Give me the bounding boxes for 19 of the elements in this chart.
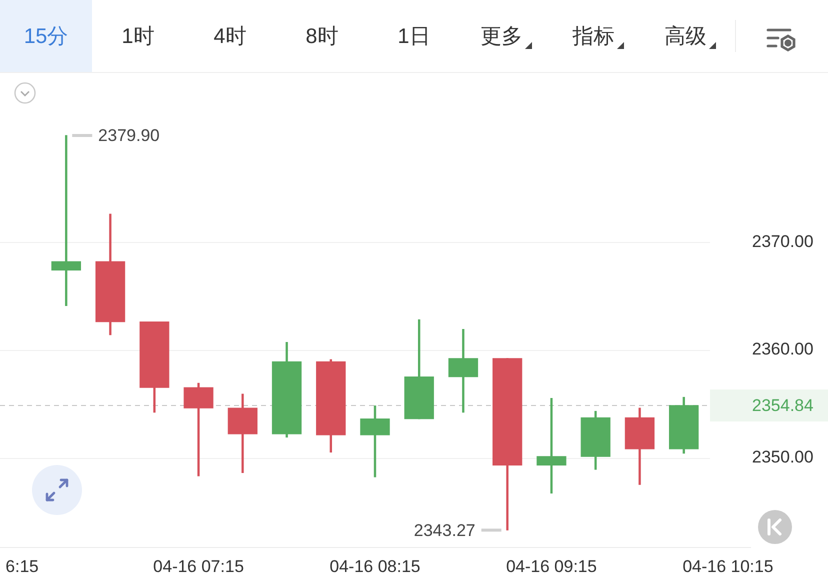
text: 高级 <box>664 24 706 50</box>
y-tick-label: 2350.00 <box>752 447 814 466</box>
x-tick-label: 04-16 10:15 <box>682 556 774 576</box>
text: 8时 <box>306 24 338 50</box>
x-tick-label: 04-16 09:15 <box>506 556 597 576</box>
annotation: 2343.27 <box>414 520 476 540</box>
y-tick-label: 2360.00 <box>752 340 814 359</box>
text: 1时 <box>122 24 154 50</box>
text: 4时 <box>214 24 246 50</box>
x-tick-label: 04-16 08:15 <box>330 556 420 576</box>
annotation: 2379.90 <box>98 126 160 146</box>
text: 15分 <box>24 24 68 50</box>
text: 1日 <box>398 24 430 50</box>
text: 更多 <box>480 24 522 50</box>
text: 指标 <box>572 24 614 50</box>
x-tick-label: 04-16 07:15 <box>153 556 244 576</box>
ref-line-label: 2354.84 <box>752 396 814 416</box>
y-tick-label: 2370.00 <box>752 232 814 251</box>
x-tick-label: 6:15 <box>6 556 39 576</box>
